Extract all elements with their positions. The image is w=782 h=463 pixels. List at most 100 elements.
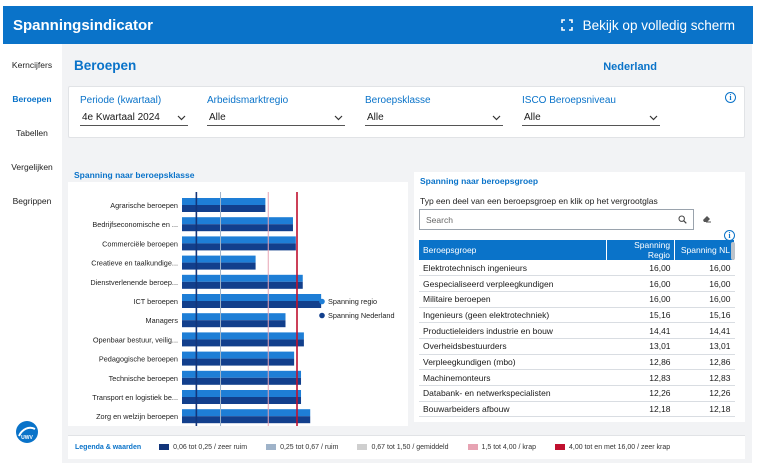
search-box	[419, 209, 694, 230]
table-row[interactable]: Militaire beroepen 16,00 16,00	[419, 291, 735, 308]
legend-item: 1,5 tot 4,00 / krap	[467, 444, 536, 451]
search-icon[interactable]	[678, 215, 687, 224]
bar-spanning-regio	[182, 255, 256, 263]
cell-name: Verpleegkundigen (mbo)	[419, 354, 607, 371]
legend-swatch	[159, 444, 170, 451]
table-scrollbar[interactable]	[731, 242, 735, 260]
cell-nl: 15,16	[674, 307, 735, 324]
region-label: Nederland	[603, 61, 657, 73]
bar-spanning-nederland	[182, 301, 322, 308]
bar-spanning-nederland	[182, 224, 293, 232]
bar-spanning-nederland	[182, 281, 303, 289]
filter-periode: Periode (kwartaal) 4e Kwartaal 2024	[80, 95, 188, 126]
chevron-down-icon	[334, 115, 343, 120]
cell-name: Elektrotechnisch ingenieurs	[419, 260, 607, 277]
category-label: Commerciële beroepen	[102, 239, 178, 248]
cell-name: Overheidsbestuurders	[419, 338, 607, 355]
select-value: 4e Kwartaal 2024	[82, 112, 160, 123]
isco-niveau-select[interactable]: Alle	[522, 110, 660, 126]
bar-spanning-nederland	[182, 320, 286, 328]
bar-spanning-nederland	[182, 205, 266, 212]
chevron-down-icon	[492, 115, 501, 120]
top-bar: Spanningsindicator Bekijk op volledig sc…	[3, 6, 753, 44]
bar-spanning-nederland	[182, 397, 302, 404]
category-label: Bedrijfseconomische en ...	[92, 220, 178, 229]
legend-swatch	[467, 444, 478, 451]
cell-regio: 12,26	[606, 385, 675, 402]
cell-regio: 15,16	[606, 307, 675, 324]
legend-item: 0,06 tot 0,25 / zeer ruim	[159, 444, 247, 451]
info-icon[interactable]: i	[725, 92, 736, 103]
bar-spanning-nederland	[182, 358, 295, 366]
col-spanning-regio[interactable]: Spanning Regio	[606, 240, 676, 260]
table-row[interactable]: Bouwarbeiders afbouw 12,18 12,18	[419, 401, 735, 418]
chart-panel: Agrarische beroepen Bedrijfseconomische e…	[68, 182, 408, 429]
sidebar-item-tabellen[interactable]: Tabellen	[16, 128, 48, 138]
group-title: Spanning naar beroepsgroep	[420, 176, 539, 186]
cell-name: Bouwarbeiders afbouw	[419, 401, 607, 418]
table-row[interactable]: Overheidsbestuurders 13,01 13,01	[419, 338, 735, 355]
bar-spanning-regio	[182, 390, 302, 397]
category-label: Creatieve en taalkundige...	[91, 259, 178, 268]
legend-marker	[319, 312, 325, 319]
select-value: Alle	[524, 112, 541, 123]
search-input[interactable]	[426, 214, 656, 225]
col-beroepsgroep[interactable]: Beroepsgroep	[419, 240, 608, 260]
bar-spanning-regio	[182, 351, 295, 359]
category-label: Technische beroepen	[109, 374, 178, 383]
bar-spanning-regio	[182, 274, 303, 282]
cell-regio: 14,41	[606, 322, 675, 339]
table-row[interactable]: Verpleegkundigen (mbo) 12,86 12,86	[419, 354, 735, 371]
legend-title: Legenda & waarden	[75, 444, 142, 451]
bar-spanning-regio	[182, 217, 293, 225]
filter-label: Arbeidsmarktregio	[207, 95, 289, 106]
sidebar-item-beroepen[interactable]: Beroepen	[12, 94, 52, 104]
table-row[interactable]: Ingenieurs (geen elektrotechniek) 15,16 15…	[419, 307, 735, 324]
bar-spanning-nederland	[182, 416, 311, 424]
beroepsgroep-table: Beroepsgroep Spanning Regio Spanning NL …	[419, 240, 735, 418]
fullscreen-label: Bekijk op volledig scherm	[582, 17, 735, 33]
cell-regio: 12,86	[606, 354, 675, 371]
periode-select[interactable]: 4e Kwartaal 2024	[80, 110, 188, 126]
sidebar-item-begrippen[interactable]: Begrippen	[12, 196, 52, 206]
cell-name: Ingenieurs (geen elektrotechniek)	[419, 307, 607, 324]
chevron-down-icon	[177, 115, 186, 120]
legend-marker	[319, 298, 325, 305]
eraser-icon[interactable]	[702, 214, 712, 223]
cell-regio: 16,00	[606, 275, 675, 292]
legend-item: 0,25 tot 0,67 / ruim	[266, 444, 338, 451]
app-title: Spanningsindicator	[13, 16, 154, 34]
sidebar-item-vergelijken[interactable]: Vergelijken	[11, 162, 53, 172]
filter-isco-niveau: ISCO Beroepsniveau Alle	[522, 95, 660, 126]
cell-nl: 16,00	[674, 275, 735, 292]
legend-label: Spanning Nederland	[328, 311, 395, 320]
cell-name: Productieleiders industrie en bouw	[419, 322, 607, 339]
cell-nl: 14,41	[674, 322, 735, 339]
table-row[interactable]: Machinemonteurs 12,83 12,83	[419, 369, 735, 386]
filter-panel: Periode (kwartaal) 4e Kwartaal 2024 Arbe…	[68, 86, 745, 138]
col-spanning-nl[interactable]: Spanning NL	[674, 240, 735, 260]
fullscreen-button[interactable]: Bekijk op volledig scherm	[560, 17, 735, 33]
legend-bar: Legenda & waarden 0,06 tot 0,25 / zeer r…	[68, 435, 745, 459]
arbeidsmarktregio-select[interactable]: Alle	[207, 110, 345, 126]
cell-name: Militaire beroepen	[419, 291, 607, 308]
cell-nl: 16,00	[674, 260, 735, 277]
search-hint: Typ een deel van een beroepsgroep en kli…	[420, 196, 658, 206]
table-row[interactable]: Gespecialiseerd verpleegkundigen 16,00 16,…	[419, 275, 735, 292]
bar-spanning-regio	[182, 370, 302, 378]
beroepsklasse-select[interactable]: Alle	[365, 110, 503, 126]
legend-label: 4,00 tot en met 16,00 / zeer krap	[569, 444, 671, 451]
filter-label: ISCO Beroepsniveau	[522, 95, 616, 106]
table-row[interactable]: Elektrotechnisch ingenieurs 16,00 16,00	[419, 260, 735, 277]
select-value: Alle	[209, 112, 226, 123]
cell-nl: 13,01	[674, 338, 735, 355]
cell-name: Gespecialiseerd verpleegkundigen	[419, 275, 607, 292]
chevron-down-icon	[649, 115, 658, 120]
cell-nl: 12,83	[674, 369, 735, 386]
filter-label: Periode (kwartaal)	[80, 95, 162, 106]
table-row[interactable]: Productieleiders industrie en bouw 14,41 1…	[419, 322, 735, 339]
sidebar-item-kerncijfers[interactable]: Kerncijfers	[11, 60, 53, 70]
cell-name: Machinemonteurs	[419, 369, 607, 386]
table-row[interactable]: Databank- en netwerkspecialisten 12,26 12,…	[419, 385, 735, 402]
